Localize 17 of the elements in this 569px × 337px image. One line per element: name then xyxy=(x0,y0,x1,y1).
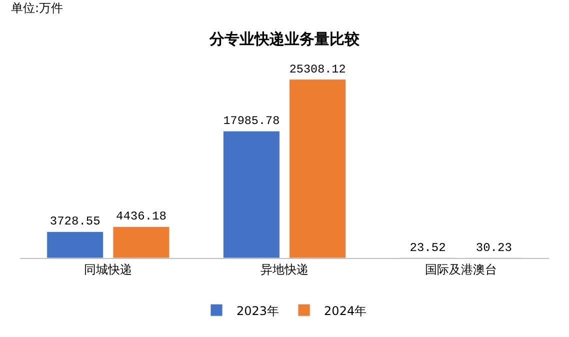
data-label: 3728.55 xyxy=(50,214,100,229)
bar xyxy=(46,231,104,258)
data-label: 17985.78 xyxy=(223,114,280,128)
text: 单位:万件 xyxy=(11,1,64,15)
data-label: 25308.12 xyxy=(289,62,346,76)
bar xyxy=(289,79,346,258)
x-tick-label: 异地快递 xyxy=(260,262,308,276)
bar xyxy=(112,226,170,258)
bar xyxy=(222,130,280,258)
x-tick-label: 国际及港澳台 xyxy=(424,262,497,276)
x-tick-label: 同城快递 xyxy=(84,262,132,276)
data-label: 4436.18 xyxy=(116,210,166,224)
data-label: 30.23 xyxy=(476,240,512,255)
legend-label: 2024年 xyxy=(324,304,367,318)
data-label: 23.52 xyxy=(410,240,446,255)
legend-label: 2023年 xyxy=(236,304,280,318)
chart-title: 分专业快递业务量比较 xyxy=(208,30,360,48)
